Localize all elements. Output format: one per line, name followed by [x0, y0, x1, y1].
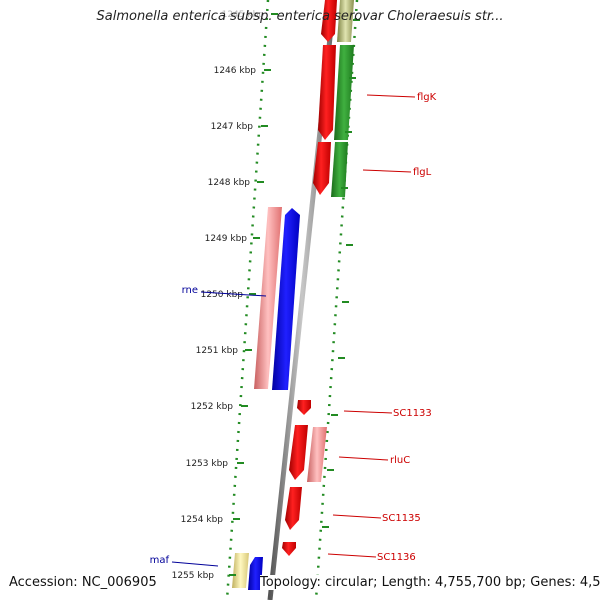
- cds-arrow[interactable]: [289, 425, 308, 480]
- cds-block[interactable]: [307, 427, 327, 482]
- leader-line: [327, 553, 377, 558]
- cds-arrow[interactable]: [313, 142, 331, 195]
- gene-label-flgK[interactable]: flgK: [417, 92, 437, 103]
- tick-label: 1247 kbp: [211, 122, 254, 132]
- leader-line: [362, 169, 412, 173]
- outer-dotted-ring-left: [225, 0, 270, 600]
- accession-text: Accession: NC_006905: [9, 575, 157, 590]
- cds-block[interactable]: [331, 142, 348, 197]
- cds-arrow[interactable]: [318, 45, 336, 140]
- tick-label: 1249 kbp: [205, 234, 248, 244]
- tick-label: 1251 kbp: [196, 346, 239, 356]
- leader-line: [332, 514, 382, 519]
- tick-label: 1253 kbp: [186, 459, 229, 469]
- cds-arrow[interactable]: [285, 487, 302, 530]
- leader-line: [366, 94, 416, 98]
- cds-arrow[interactable]: [272, 208, 300, 390]
- leader-line: [171, 561, 219, 567]
- cds-features: [232, 0, 354, 590]
- tick-label: 1246 kbp: [214, 66, 257, 76]
- gene-labels: flgK flgL rne SC1133 rluC SC1135 SC1136 …: [150, 92, 437, 567]
- tick-label: 1252 kbp: [191, 402, 234, 412]
- cds-block[interactable]: [334, 45, 354, 140]
- gene-label-SC1133[interactable]: SC1133: [393, 408, 432, 419]
- gene-label-flgL[interactable]: flgL: [413, 167, 432, 178]
- kbp-scale: 1245 kbp 1246 kbp 1247 kbp 1248 kbp 1249…: [172, 10, 278, 581]
- cds-arrow[interactable]: [248, 557, 263, 590]
- cds-block[interactable]: [337, 0, 354, 42]
- tick-label: 1250 kbp: [201, 290, 244, 300]
- tick-label: 1254 kbp: [181, 515, 224, 525]
- tick-label: 1245 kbp: [222, 10, 265, 20]
- cds-arrow[interactable]: [321, 0, 337, 42]
- tick-label: 1255 kbp: [172, 571, 215, 581]
- gene-label-rne[interactable]: rne: [182, 285, 198, 296]
- leader-line: [343, 410, 393, 414]
- tick-label: 1248 kbp: [208, 178, 251, 188]
- gene-label-SC1135[interactable]: SC1135: [382, 513, 421, 524]
- gene-label-maf[interactable]: maf: [150, 555, 170, 566]
- cds-arrow[interactable]: [282, 542, 296, 556]
- cds-block[interactable]: [232, 553, 249, 588]
- cds-arrow[interactable]: [297, 400, 311, 415]
- map-title: Salmonella enterica subsp. enterica sero…: [96, 9, 504, 24]
- leader-line: [338, 456, 389, 461]
- gene-label-SC1136[interactable]: SC1136: [377, 552, 416, 563]
- leader-line: [200, 291, 267, 297]
- gene-label-rluC[interactable]: rluC: [390, 455, 410, 466]
- cds-block[interactable]: [254, 207, 282, 389]
- topology-text: Topology: circular; Length: 4,755,700 bp…: [260, 575, 600, 590]
